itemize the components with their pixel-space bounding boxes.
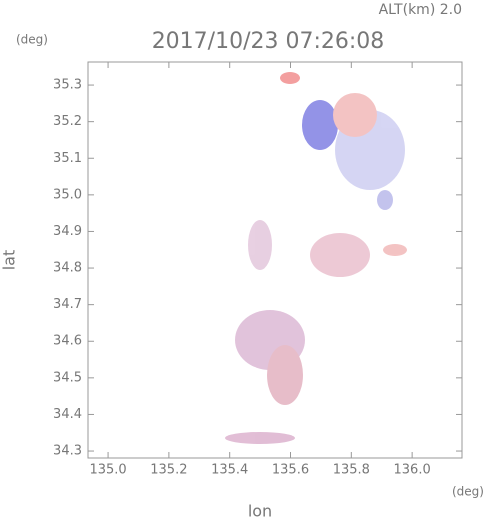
echo-patches (225, 72, 407, 444)
y-tick-label: 34.9 (53, 224, 82, 239)
x-tick-label: 136.0 (394, 463, 431, 478)
y-unit: (deg) (16, 33, 48, 47)
x-axis-label: lon (248, 502, 272, 521)
echo-patch (225, 432, 295, 444)
echo-patch (310, 233, 370, 277)
y-tick-label: 35.3 (53, 78, 82, 93)
y-tick-label: 35.1 (53, 151, 82, 166)
y-tick-label: 35.2 (53, 114, 82, 129)
echo-patch (383, 244, 407, 256)
y-tick-label: 34.7 (53, 297, 82, 312)
echo-patch (377, 190, 393, 210)
echo-patch (280, 72, 300, 84)
echo-patch (333, 93, 377, 137)
echo-patch (267, 345, 303, 405)
y-tick-label: 34.3 (53, 444, 82, 459)
y-axis-label: lat (0, 250, 19, 271)
x-tick-label: 135.6 (272, 463, 309, 478)
y-tick-label: 34.6 (53, 334, 82, 349)
x-tick-label: 135.0 (89, 463, 126, 478)
y-tick-label: 34.4 (53, 407, 82, 422)
echo-patch (248, 220, 272, 270)
plot-frame (87, 61, 463, 459)
chart-title: 2017/10/23 07:26:08 (152, 29, 385, 54)
x-unit: (deg) (452, 485, 484, 499)
y-tick-label: 34.5 (53, 370, 82, 385)
x-tick-label: 135.2 (150, 463, 187, 478)
x-tick-label: 135.4 (211, 463, 248, 478)
echo-patch (302, 100, 338, 150)
x-tick-label: 135.8 (333, 463, 370, 478)
y-tick-label: 35.0 (53, 187, 82, 202)
y-tick-label: 34.8 (53, 261, 82, 276)
altitude-label: ALT(km) 2.0 (379, 2, 462, 18)
